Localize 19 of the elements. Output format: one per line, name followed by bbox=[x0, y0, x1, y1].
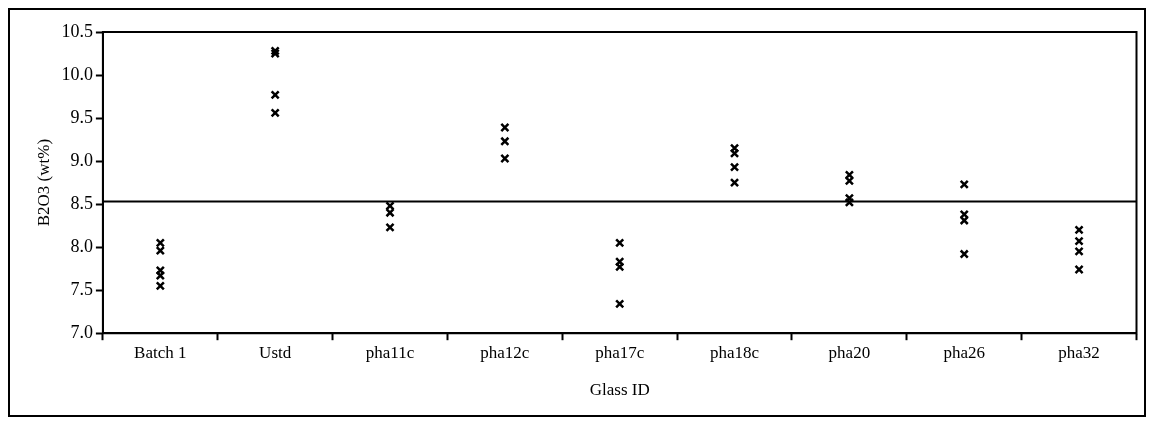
y-tick-label: 7.0 bbox=[70, 321, 93, 342]
x-axis-title: Glass ID bbox=[589, 380, 650, 400]
y-tick-label: 8.0 bbox=[70, 235, 93, 256]
x-tick-label: pha26 bbox=[943, 342, 986, 362]
x-tick-label: pha32 bbox=[1058, 342, 1100, 362]
x-tick-label: Ustd bbox=[259, 342, 292, 362]
x-tick-label: pha18c bbox=[710, 342, 760, 362]
x-tick-label: pha20 bbox=[828, 342, 871, 362]
y-tick-label: 10.5 bbox=[61, 20, 93, 41]
x-tick-label: pha11c bbox=[365, 342, 415, 362]
y-tick-label: 7.5 bbox=[70, 278, 93, 299]
y-tick-label: 9.0 bbox=[70, 149, 93, 170]
x-tick-label: pha17c bbox=[595, 342, 645, 362]
y-tick-label: 9.5 bbox=[70, 106, 93, 127]
x-tick-label: Batch 1 bbox=[134, 342, 187, 362]
x-tick-label: pha12c bbox=[480, 342, 530, 362]
y-tick-label: 10.0 bbox=[61, 63, 93, 84]
y-tick-label: 8.5 bbox=[70, 192, 93, 213]
y-axis-title: B2O3 (wt%) bbox=[33, 138, 53, 227]
